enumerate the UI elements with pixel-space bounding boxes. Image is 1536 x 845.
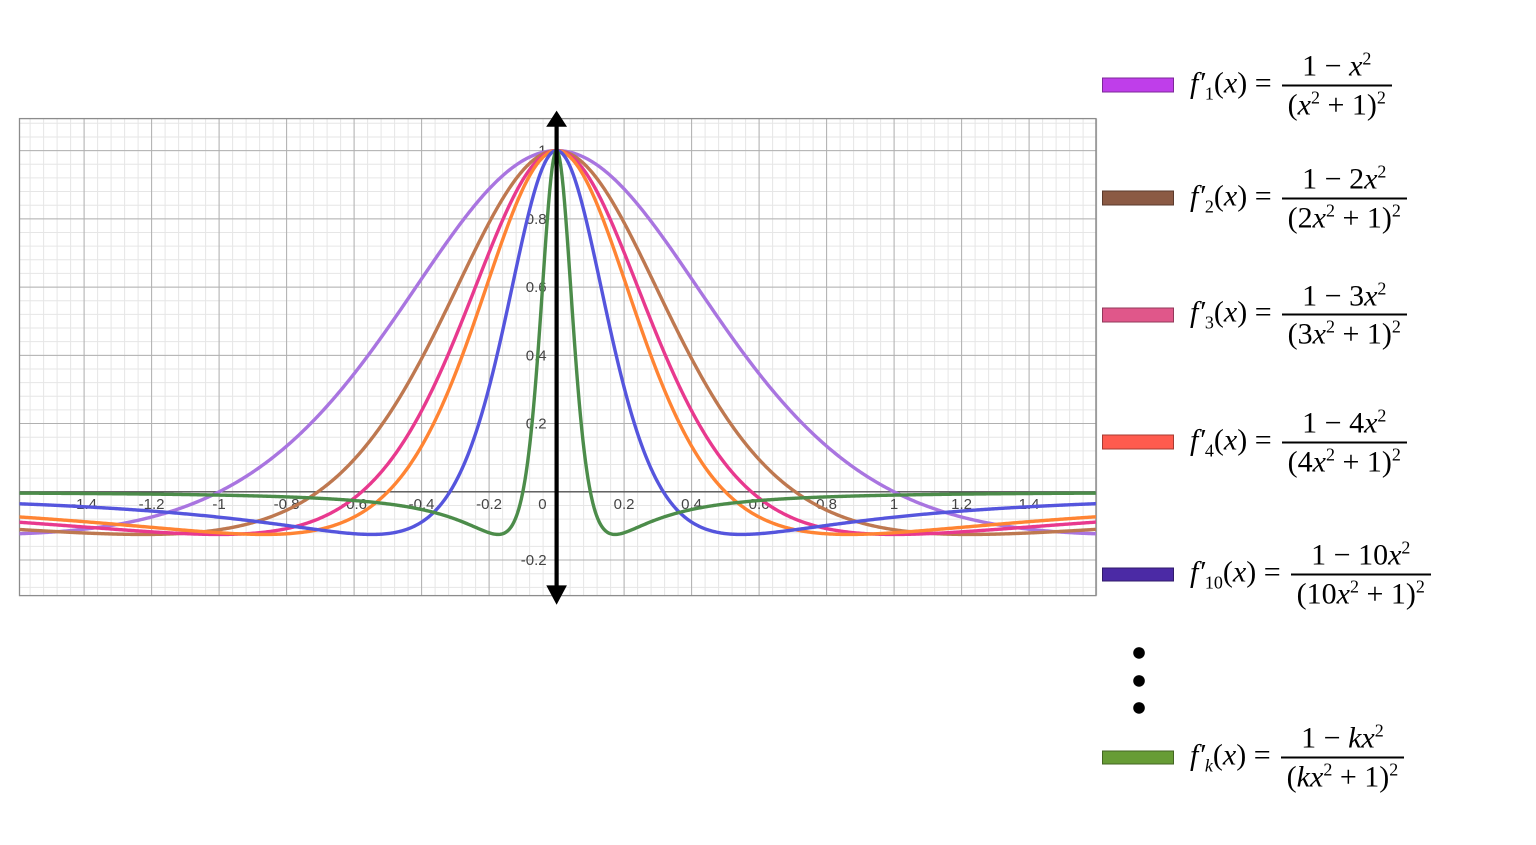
svg-text:-1.4: -1.4 <box>71 496 97 513</box>
svg-text:1: 1 <box>890 496 898 513</box>
svg-text:-0.2: -0.2 <box>476 496 502 513</box>
svg-text:0.2: 0.2 <box>614 496 635 513</box>
svg-text:0.2: 0.2 <box>526 416 547 433</box>
svg-text:-0.2: -0.2 <box>521 552 547 569</box>
svg-text:0: 0 <box>538 496 546 513</box>
svg-text:-1: -1 <box>212 496 225 513</box>
svg-text:1.4: 1.4 <box>1019 496 1040 513</box>
